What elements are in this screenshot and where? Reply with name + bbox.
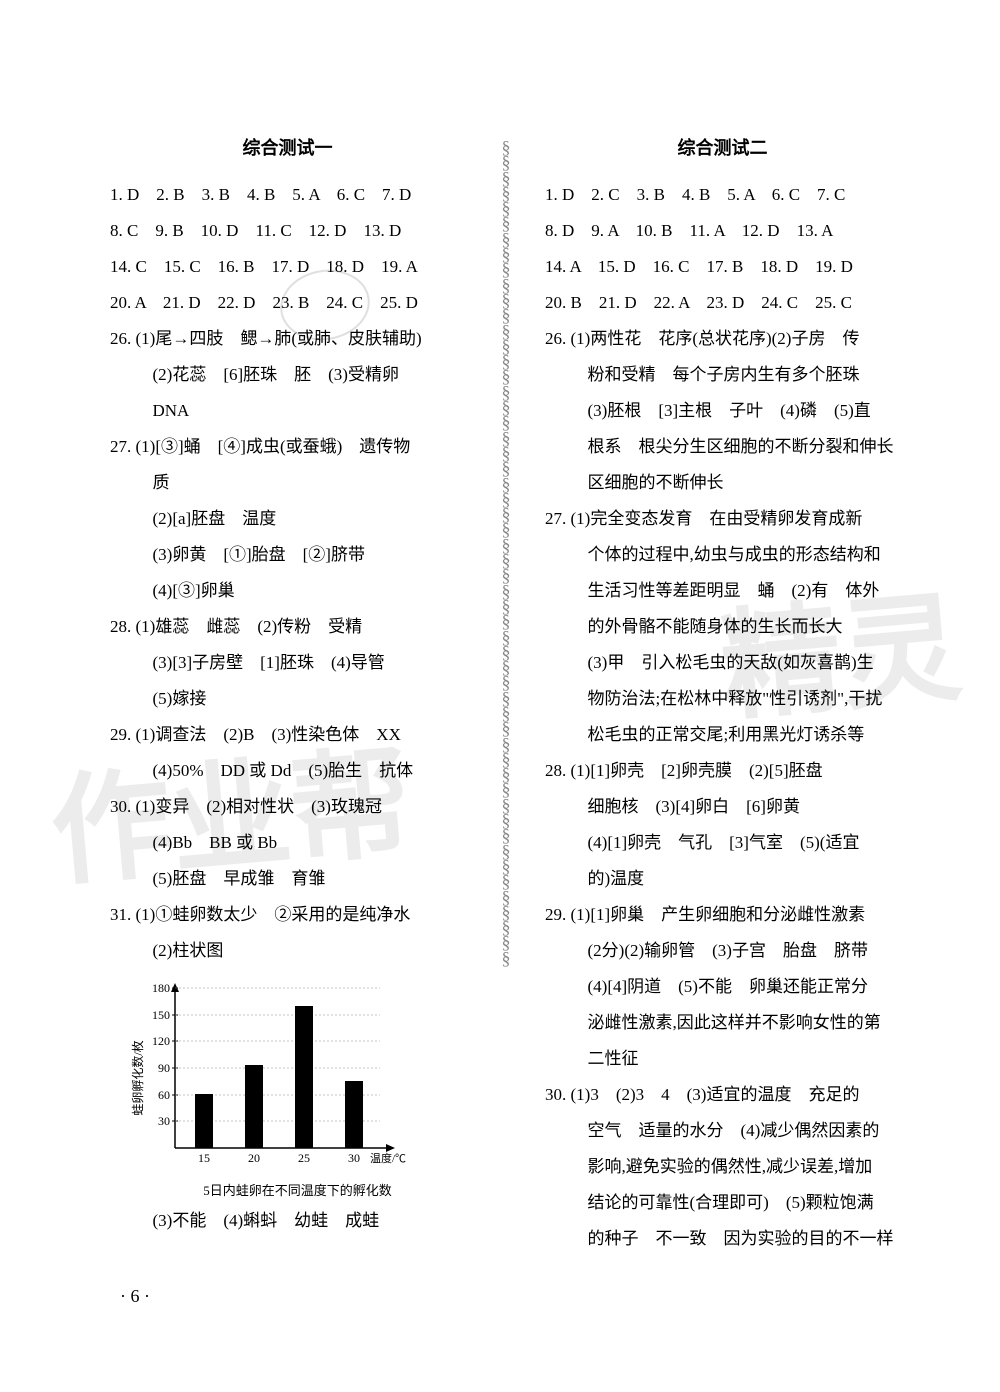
test2-q27-l2: 个体的过程中,幼虫与成虫的形态结构和 xyxy=(545,538,900,572)
test1-title: 综合测试一 xyxy=(110,130,465,166)
chart-svg: 蛙卵孵化数/枚 30 60 90 120 150 180 xyxy=(130,978,410,1178)
test1-q30-l3: (5)胚盘 早成雏 育雏 xyxy=(110,862,465,896)
test2-q27-l4: 的外骨骼不能随身体的生长而长大 xyxy=(545,610,900,644)
chart-bar-30 xyxy=(345,1081,363,1148)
test2-q27-l7: 松毛虫的正常交尾;利用黑光灯诱杀等 xyxy=(545,718,900,752)
test2-q29-l4: 泌雌性激素,因此这样并不影响女性的第 xyxy=(545,1006,900,1040)
chart-bar-20 xyxy=(245,1065,263,1148)
test2-q26-l2: 粉和受精 每个子房内生有多个胚珠 xyxy=(545,358,900,392)
svg-text:180: 180 xyxy=(152,981,170,995)
test2-q26-l3: (3)胚根 [3]主根 子叶 (4)磷 (5)直 xyxy=(545,394,900,428)
test1-q31-l1: 31. (1)①蛙卵数太少 ②采用的是纯净水 xyxy=(110,898,465,932)
test1-q27-l5: (4)[③]卵巢 xyxy=(110,574,465,608)
test1-q28-l2: (3)[3]子房壁 [1]胚珠 (4)导管 xyxy=(110,646,465,680)
test2-q30-l1: 30. (1)3 (2)3 4 (3)适宜的温度 充足的 xyxy=(545,1078,900,1112)
test1-q29-l1: 29. (1)调查法 (2)B (3)性染色体 XX xyxy=(110,718,465,752)
svg-text:30: 30 xyxy=(348,1151,360,1165)
test2-q30-l3: 影响,避免实验的偶然性,减少误差,增加 xyxy=(545,1150,900,1184)
test2-q28-l4: 的)温度 xyxy=(545,862,900,896)
chart-bar-15 xyxy=(195,1094,213,1148)
test2-q29-l3: (4)[4]阴道 (5)不能 卵巢还能正常分 xyxy=(545,970,900,1004)
svg-text:90: 90 xyxy=(158,1061,170,1075)
test2-q29-l2: (2分)(2)输卵管 (3)子宫 胎盘 脐带 xyxy=(545,934,900,968)
test2-q30-l2: 空气 适量的水分 (4)减少偶然因素的 xyxy=(545,1114,900,1148)
chart-xticks: 15 20 25 30 温度/℃ xyxy=(198,1151,406,1165)
test1-q27-l2: 质 xyxy=(110,466,465,500)
test2-mc-1: 1. D 2. C 3. B 4. B 5. A 6. C 7. C xyxy=(545,178,900,212)
test1-q27-l3: (2)[a]胚盘 温度 xyxy=(110,502,465,536)
test2-q27-l1: 27. (1)完全变态发育 在由受精卵发育成新 xyxy=(545,502,900,536)
page-content: 综合测试一 1. D 2. B 3. B 4. B 5. A 6. C 7. D… xyxy=(110,130,900,1332)
test2-title: 综合测试二 xyxy=(545,130,900,166)
test2-mc-3: 14. A 15. D 16. C 17. B 18. D 19. D xyxy=(545,250,900,284)
divider-wave: §§§§§§§§§§§§§§§§§§§§§§§§§§§§§§§§§§§§§§§§… xyxy=(502,140,509,966)
test1-q28-l3: (5)嫁接 xyxy=(110,682,465,716)
test1-q26-l1: 26. (1)尾→四肢 鳃→肺(或肺、皮肤辅助) xyxy=(110,322,465,356)
test2-q26-l1: 26. (1)两性花 花序(总状花序)(2)子房 传 xyxy=(545,322,900,356)
test2-q28-l3: (4)[1]卵壳 气孔 [3]气室 (5)(适宜 xyxy=(545,826,900,860)
test1-mc-4: 20. A 21. D 22. D 23. B 24. C 25. D xyxy=(110,286,465,320)
test2-q29-l5: 二性征 xyxy=(545,1042,900,1076)
svg-text:温度/℃: 温度/℃ xyxy=(370,1151,406,1165)
test1-mc-2: 8. C 9. B 10. D 11. C 12. D 13. D xyxy=(110,214,465,248)
svg-text:25: 25 xyxy=(298,1151,310,1165)
test2-q30-l5: 的种子 不一致 因为实验的目的不一样 xyxy=(545,1222,900,1256)
test2-mc-2: 8. D 9. A 10. B 11. A 12. D 13. A xyxy=(545,214,900,248)
svg-text:15: 15 xyxy=(198,1151,210,1165)
test1-mc-3: 14. C 15. C 16. B 17. D 18. D 19. A xyxy=(110,250,465,284)
test2-q27-l6: 物防治法;在松林中释放"性引诱剂",干扰 xyxy=(545,682,900,716)
test2-q27-l5: (3)甲 引入松毛虫的天敌(如灰喜鹊)生 xyxy=(545,646,900,680)
test1-q31-l3: (3)不能 (4)蝌蚪 幼蛙 成蛙 xyxy=(110,1204,465,1238)
test2-q27-l3: 生活习性等差距明显 蛹 (2)有 体外 xyxy=(545,574,900,608)
column-divider: §§§§§§§§§§§§§§§§§§§§§§§§§§§§§§§§§§§§§§§§… xyxy=(495,130,515,1332)
left-column: 综合测试一 1. D 2. B 3. B 4. B 5. A 6. C 7. D… xyxy=(110,130,465,1332)
test2-q28-l2: 细胞核 (3)[4]卵白 [6]卵黄 xyxy=(545,790,900,824)
test2-q29-l1: 29. (1)[1]卵巢 产生卵细胞和分泌雌性激素 xyxy=(545,898,900,932)
test1-q27-l1: 27. (1)[③]蛹 [④]成虫(或蚕蛾) 遗传物 xyxy=(110,430,465,464)
svg-text:120: 120 xyxy=(152,1034,170,1048)
test1-mc-1: 1. D 2. B 3. B 4. B 5. A 6. C 7. D xyxy=(110,178,465,212)
test1-q26-l3: DNA xyxy=(110,394,465,428)
svg-text:150: 150 xyxy=(152,1008,170,1022)
test2-q28-l1: 28. (1)[1]卵壳 [2]卵壳膜 (2)[5]胚盘 xyxy=(545,754,900,788)
right-column: 综合测试二 1. D 2. C 3. B 4. B 5. A 6. C 7. C… xyxy=(545,130,900,1332)
test2-q26-l5: 区细胞的不断伸长 xyxy=(545,466,900,500)
test1-q30-l2: (4)Bb BB 或 Bb xyxy=(110,826,465,860)
chart-y-label: 蛙卵孵化数/枚 xyxy=(130,1040,145,1115)
test2-mc-4: 20. B 21. D 22. A 23. D 24. C 25. C xyxy=(545,286,900,320)
test1-q31-l2: (2)柱状图 xyxy=(110,934,465,968)
test1-q30-l1: 30. (1)变异 (2)相对性状 (3)玫瑰冠 xyxy=(110,790,465,824)
chart-bar-25 xyxy=(295,1006,313,1148)
test1-q29-l2: (4)50% DD 或 Dd (5)胎生 抗体 xyxy=(110,754,465,788)
bar-chart: 蛙卵孵化数/枚 30 60 90 120 150 180 xyxy=(130,978,410,1178)
test1-q26-l2: (2)花蕊 [6]胚珠 胚 (3)受精卵 xyxy=(110,358,465,392)
test1-q28-l1: 28. (1)雄蕊 雌蕊 (2)传粉 受精 xyxy=(110,610,465,644)
test2-q26-l4: 根系 根尖分生区细胞的不断分裂和伸长 xyxy=(545,430,900,464)
test1-q27-l4: (3)卵黄 [①]胎盘 [②]脐带 xyxy=(110,538,465,572)
svg-text:20: 20 xyxy=(248,1151,260,1165)
svg-text:30: 30 xyxy=(158,1114,170,1128)
chart-title: 5日内蛙卵在不同温度下的孵化数 xyxy=(130,1178,465,1204)
svg-text:60: 60 xyxy=(158,1088,170,1102)
test2-q30-l4: 结论的可靠性(合理即可) (5)颗粒饱满 xyxy=(545,1186,900,1220)
